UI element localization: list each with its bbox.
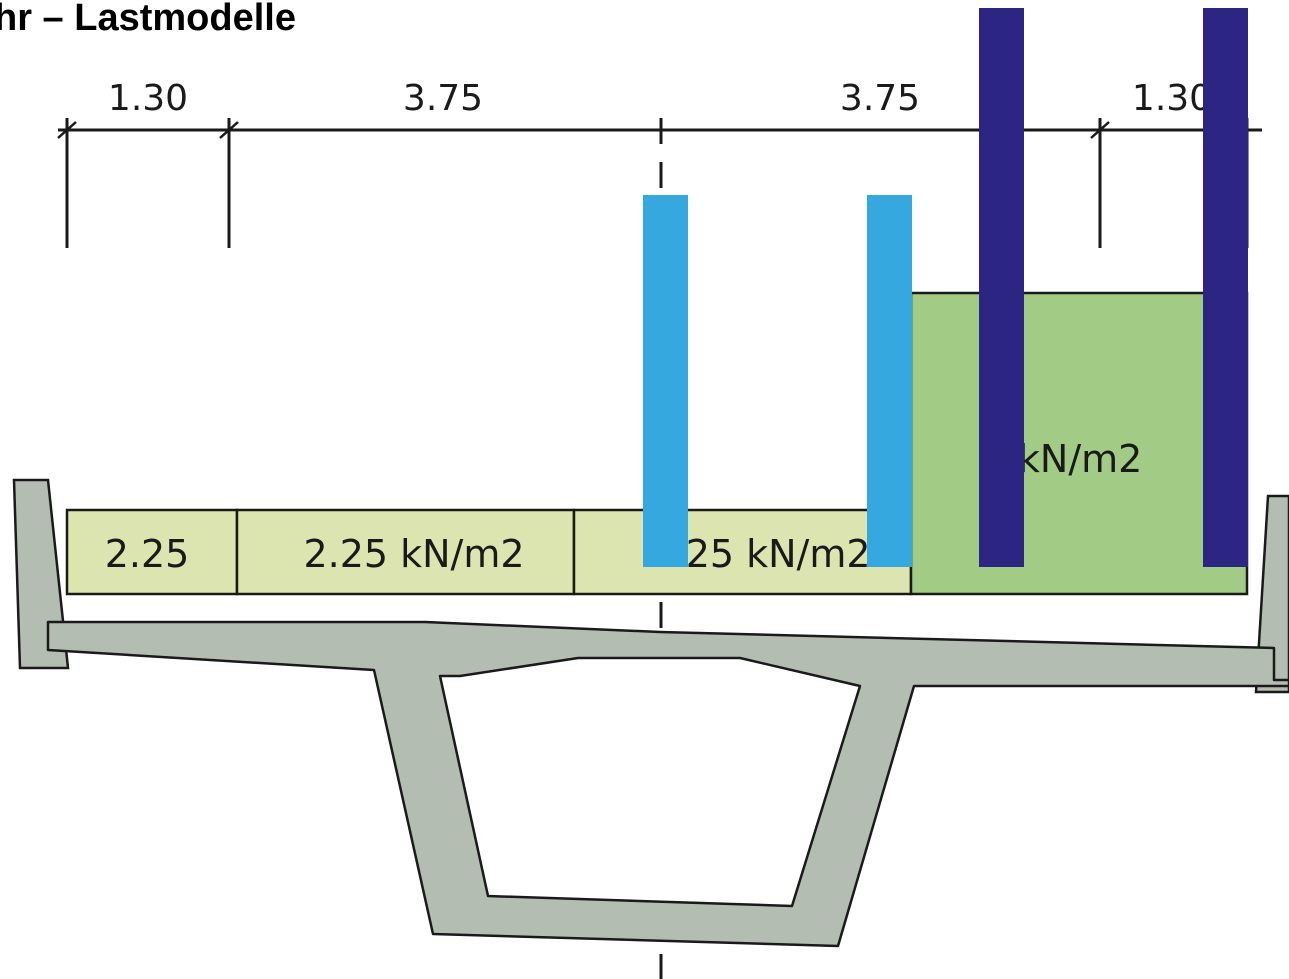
axle-load-heavy-1 <box>979 8 1024 567</box>
bridge-cross-section <box>12 478 1289 948</box>
load-zone-4 <box>909 291 1249 596</box>
axle-load-light-2 <box>867 195 912 567</box>
right-edge-beam <box>1254 494 1289 694</box>
load-zone-1-label: 2.25 <box>105 532 190 576</box>
dimension-label-3: 3.75 <box>840 78 920 119</box>
axle-load-heavy-2 <box>1203 8 1248 567</box>
axle-load-light-1 <box>643 195 688 567</box>
diagram-title: hr – Lastmodelle <box>0 0 296 39</box>
dimension-label-1: 1.30 <box>108 78 188 119</box>
dimension-label-2: 3.75 <box>403 78 483 119</box>
box-girder-cavity <box>438 656 862 908</box>
dimension-label-4: 1.30 <box>1132 78 1212 119</box>
load-zone-2-label: 2.25 kN/m2 <box>303 532 524 576</box>
